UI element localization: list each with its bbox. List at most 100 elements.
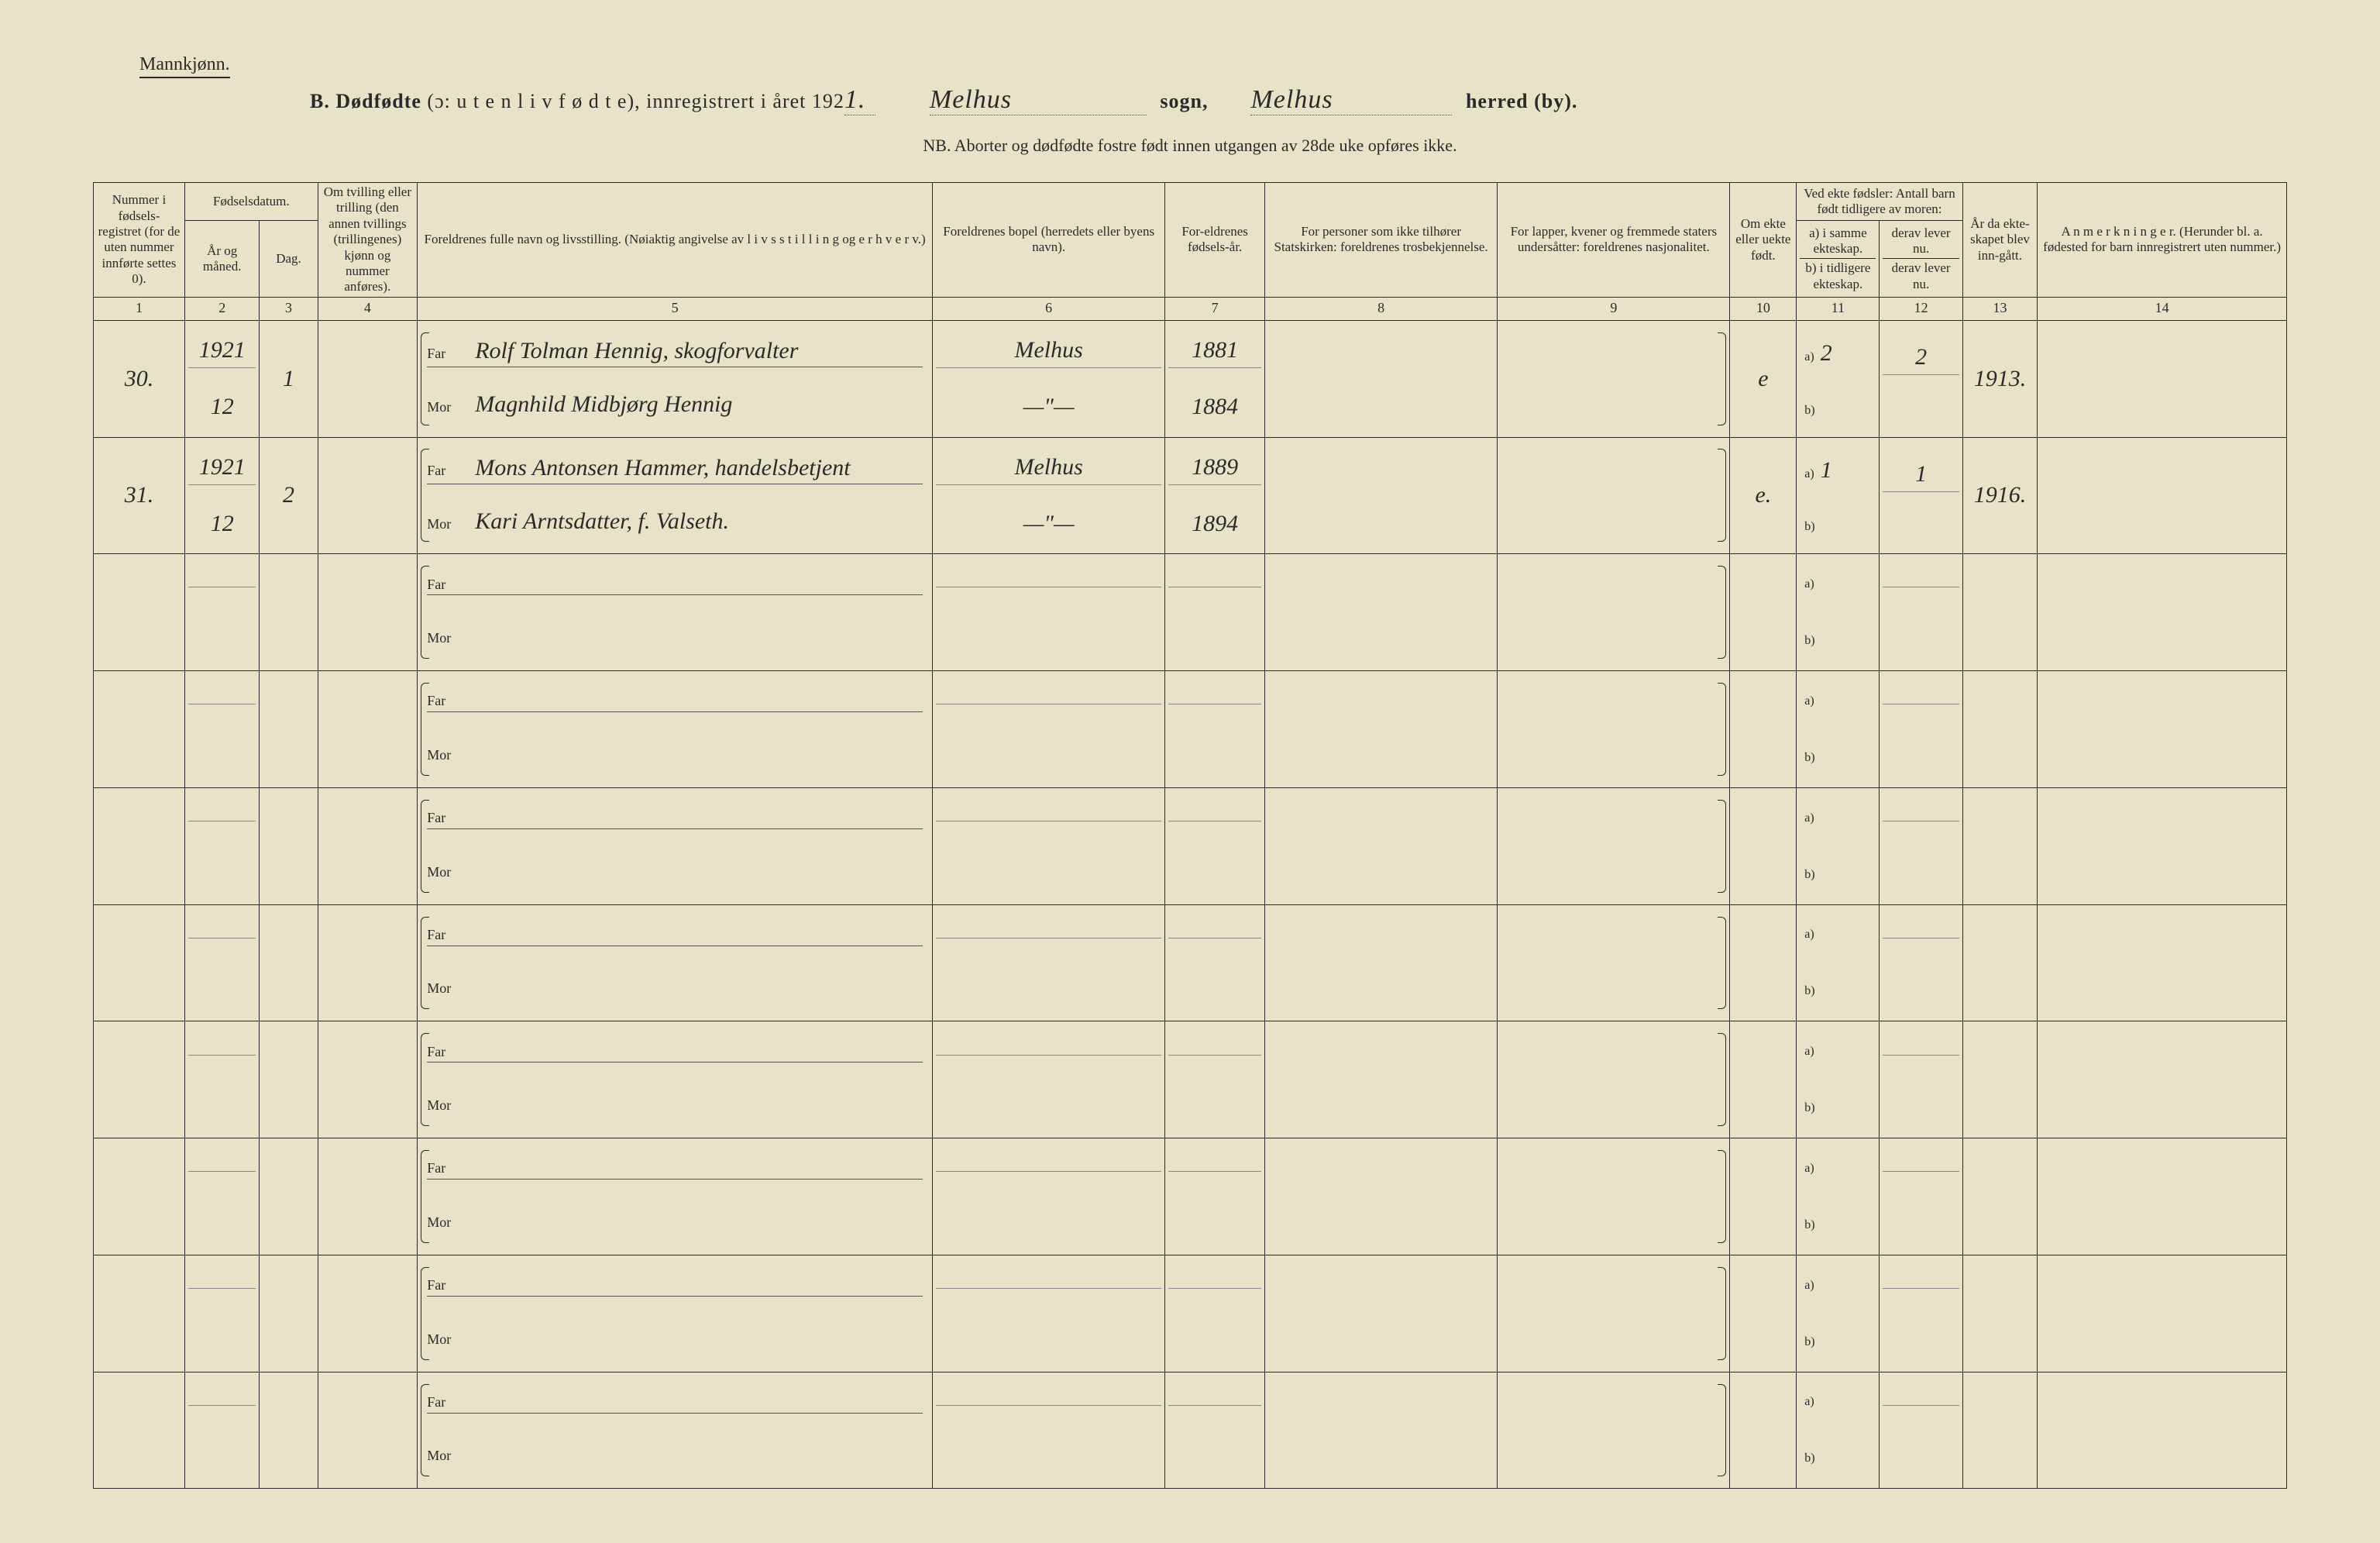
cell-remarks <box>2038 437 2287 554</box>
cell-number <box>94 671 185 788</box>
colnum-11: 11 <box>1797 297 1880 320</box>
cell-remarks <box>2038 1021 2287 1138</box>
far-name: Rolf Tolman Hennig, skogforvalter <box>475 337 798 365</box>
cell-11b <box>1880 671 1962 788</box>
cell-remarks <box>2038 671 2287 788</box>
cell-twin <box>318 1138 418 1255</box>
cell-11b <box>1880 1021 1962 1138</box>
cell-marriage-year: 1913. <box>1962 320 2038 437</box>
cell-tros <box>1264 554 1497 671</box>
cell-ekte: e <box>1730 320 1797 437</box>
cell-remarks <box>2038 320 2287 437</box>
cell-birthyear: 18891894 <box>1165 437 1265 554</box>
herred-handwritten: Melhus <box>1250 85 1452 115</box>
cell-11a: a) b) <box>1797 904 1880 1021</box>
b-label: b) <box>1804 633 1814 648</box>
cell-parents: FarRolf Tolman Hennig, skogforvalter Mor… <box>418 320 933 437</box>
table-row: 30. 192112 1 FarRolf Tolman Hennig, skog… <box>94 320 2287 437</box>
table-row: Far Mor a) b) <box>94 1138 2287 1255</box>
col-header-2a: År og måned. <box>184 221 260 298</box>
cell-birthyear <box>1165 1021 1265 1138</box>
cell-11a: a) b) <box>1797 671 1880 788</box>
a-label: a) <box>1804 811 1814 825</box>
cell-tros <box>1264 320 1497 437</box>
cell-11b: 2 <box>1880 320 1962 437</box>
cell-11a: a) b) <box>1797 1138 1880 1255</box>
far-label: Far <box>427 1394 466 1411</box>
table-row: Far Mor a) b) <box>94 904 2287 1021</box>
cell-twin <box>318 904 418 1021</box>
a-label: a) <box>1804 694 1814 708</box>
far-label: Far <box>427 577 466 594</box>
cell-bopel <box>933 554 1165 671</box>
cell-number <box>94 1021 185 1138</box>
cell-11b <box>1880 1138 1962 1255</box>
b-label: b) <box>1804 1335 1814 1349</box>
cell-number: 31. <box>94 437 185 554</box>
cell-parents: Far Mor <box>418 671 933 788</box>
cell-parents: Far Mor <box>418 787 933 904</box>
cell-11a: a) b) <box>1797 1372 1880 1489</box>
a-label: a) <box>1804 1394 1814 1409</box>
cell-marriage-year <box>1962 1255 2038 1372</box>
nb-note: NB. Aborter og dødfødte fostre født inne… <box>46 136 2334 156</box>
cell-number <box>94 1372 185 1489</box>
cell-birthyear: 18811884 <box>1165 320 1265 437</box>
col-header-1: Nummer i fødsels-registret (for de uten … <box>94 183 185 298</box>
mor-label: Mor <box>427 1448 466 1465</box>
cell-parents: FarMons Antonsen Hammer, handelsbetjent … <box>418 437 933 554</box>
cell-number <box>94 787 185 904</box>
cell-remarks <box>2038 1138 2287 1255</box>
cell-ekte <box>1730 554 1797 671</box>
cell-birthyear <box>1165 1372 1265 1489</box>
cell-tros <box>1264 1138 1497 1255</box>
cell-nasj <box>1498 671 1730 788</box>
a-label: a) <box>1804 1161 1814 1176</box>
col-header-11b: derav lever nu. derav lever nu. <box>1880 221 1962 298</box>
colnum-12: 12 <box>1880 297 1962 320</box>
colnum-4: 4 <box>318 297 418 320</box>
b-label: b) <box>1804 750 1814 765</box>
cell-tros <box>1264 904 1497 1021</box>
table-row: Far Mor a) b) <box>94 787 2287 904</box>
cell-bopel <box>933 671 1165 788</box>
col-header-11c: b) i tidligere ekteskap. <box>1800 258 1876 292</box>
far-label: Far <box>427 693 466 710</box>
cell-parents: Far Mor <box>418 904 933 1021</box>
col-header-2b: Dag. <box>260 221 318 298</box>
mor-label: Mor <box>427 747 466 764</box>
mor-label: Mor <box>427 1097 466 1114</box>
b-label: b) <box>1804 1218 1814 1232</box>
a-label: a) <box>1804 1278 1814 1293</box>
table-row: Far Mor a) b) <box>94 671 2287 788</box>
col-header-10: Om ekte eller uekte født. <box>1730 183 1797 298</box>
cell-ekte: e. <box>1730 437 1797 554</box>
cell-day <box>260 787 318 904</box>
cell-year-month <box>184 1138 260 1255</box>
cell-nasj <box>1498 320 1730 437</box>
cell-tros <box>1264 1021 1497 1138</box>
col-header-11b-top: derav lever nu. <box>1883 226 1959 257</box>
far-label: Far <box>427 1160 466 1177</box>
cell-nasj <box>1498 437 1730 554</box>
cell-11a: a) b) <box>1797 1255 1880 1372</box>
cell-year-month <box>184 1372 260 1489</box>
cell-parents: Far Mor <box>418 1021 933 1138</box>
cell-twin <box>318 1372 418 1489</box>
b-label: b) <box>1804 519 1814 534</box>
mor-label: Mor <box>427 980 466 997</box>
cell-twin <box>318 787 418 904</box>
cell-tros <box>1264 1255 1497 1372</box>
a-label: a) <box>1804 350 1814 364</box>
cell-ekte <box>1730 1255 1797 1372</box>
cell-birthyear <box>1165 1138 1265 1255</box>
col-header-9: For lapper, kvener og fremmede staters u… <box>1498 183 1730 298</box>
cell-number <box>94 1138 185 1255</box>
cell-number <box>94 554 185 671</box>
cell-day <box>260 1021 318 1138</box>
cell-tros <box>1264 671 1497 788</box>
cell-day: 1 <box>260 320 318 437</box>
cell-nasj <box>1498 1021 1730 1138</box>
cell-nasj <box>1498 787 1730 904</box>
cell-year-month <box>184 904 260 1021</box>
